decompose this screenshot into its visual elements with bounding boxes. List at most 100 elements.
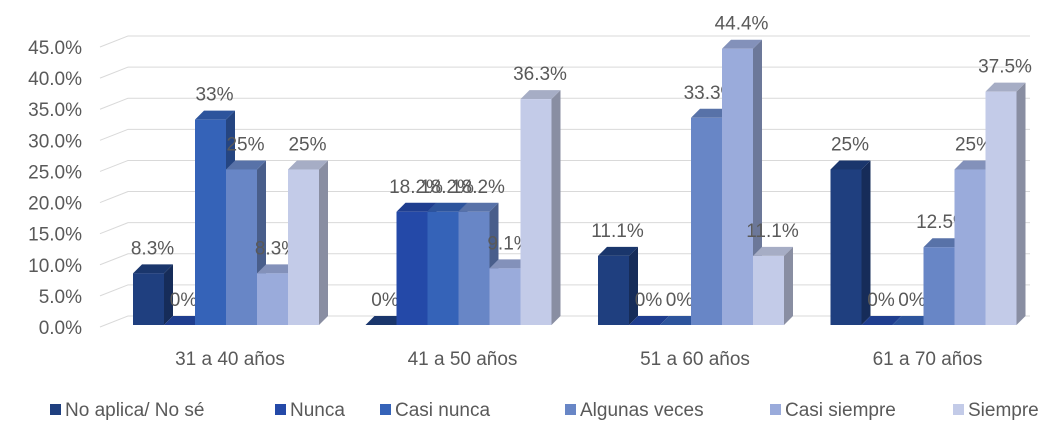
bar-top [753,246,793,256]
value-label: 0% [371,290,399,311]
x-tick-label: 31 a 40 años [175,349,285,370]
legend-marker [275,404,286,415]
bar-top [396,202,437,212]
value-label: 44.4% [715,14,769,35]
bar-top [629,316,669,325]
bar-top [365,316,406,325]
y-tick-label: 15.0% [28,225,82,246]
bar-top [892,316,933,325]
bar-top [520,90,561,100]
bar [226,169,257,325]
bar-side [1016,82,1026,326]
bar [427,211,459,325]
value-label: 11.1% [746,221,799,242]
legend-label: Casi nunca [395,400,490,421]
legend-label: Algunas veces [580,400,704,421]
bar-side [861,160,871,325]
bar-top [830,160,871,170]
grid-line [99,35,1030,48]
legend-marker [953,404,964,415]
bar [753,255,784,325]
bar [598,255,629,325]
legend-marker [565,404,576,415]
bar-top [288,160,328,170]
y-tick-label: 40.0% [28,69,82,90]
x-tick-label: 61 a 70 años [873,349,983,370]
value-label: 25% [288,134,326,155]
legend-marker [770,404,781,415]
value-label: 37.5% [978,57,1032,78]
y-tick-label: 35.0% [28,100,82,121]
bar [489,268,521,325]
value-label: 18.2% [389,177,443,198]
y-tick-label: 45.0% [28,38,82,59]
legend-marker [50,404,61,415]
bar-top [722,39,762,49]
bar [722,48,753,325]
bar [288,169,319,325]
bar-side [629,246,638,325]
value-label: 25% [955,134,993,155]
value-label: 11.1% [591,221,644,242]
value-label: 0% [898,290,926,311]
value-label: 33% [195,85,233,106]
y-tick-label: 10.0% [28,256,82,277]
y-tick-label: 30.0% [28,131,82,152]
bar [691,117,722,325]
value-label: 0% [666,290,694,311]
bar [396,211,428,325]
bar-top [458,202,499,212]
bar-top [660,316,700,325]
value-label: 8.3% [131,238,174,259]
bar-side [164,264,173,325]
y-tick-label: 20.0% [28,194,82,215]
value-label: 18.2% [420,177,474,198]
value-label: 8.3% [255,238,298,259]
bar-top [195,110,235,120]
value-label: 0% [170,290,198,311]
bar-side [319,160,328,325]
y-tick-label: 5.0% [39,287,82,308]
legend-marker [380,404,391,415]
bar-top [923,238,964,248]
legend-label: Siempre [968,400,1039,421]
bar [923,247,955,325]
bar-top [861,316,902,325]
bar [520,99,552,325]
y-tick-label: 0.0% [39,318,82,339]
x-tick-label: 41 a 50 años [408,349,518,370]
value-label: 0% [635,290,663,311]
bar-top [257,264,297,274]
value-label: 9.1% [487,233,530,254]
bar-side [784,246,793,325]
bar-top [954,160,995,170]
bar-side [551,90,561,325]
bar-top [489,259,530,269]
legend-label: Nunca [290,400,345,421]
bar [985,91,1017,326]
bar-top [598,246,638,256]
bar [458,211,490,325]
y-tick-label: 25.0% [28,162,82,183]
bar-top [691,108,731,118]
x-tick-label: 51 a 60 años [640,349,750,370]
value-label: 18.2% [451,177,505,198]
value-label: 0% [867,290,895,311]
bar-top [427,202,468,212]
value-label: 25% [831,134,869,155]
bar [195,119,226,326]
bar [133,273,164,325]
bar [954,169,986,325]
bar-top [985,82,1026,92]
legend-label: No aplica/ No sé [65,400,204,421]
value-label: 25% [226,134,264,155]
bar-top [164,316,204,325]
legend-label: Casi siempre [785,400,896,421]
bar [257,273,288,325]
value-label: 36.3% [513,64,567,85]
grid-line [99,97,1030,110]
bar [830,169,862,325]
bar-top [133,264,173,274]
bar-top [226,160,266,170]
